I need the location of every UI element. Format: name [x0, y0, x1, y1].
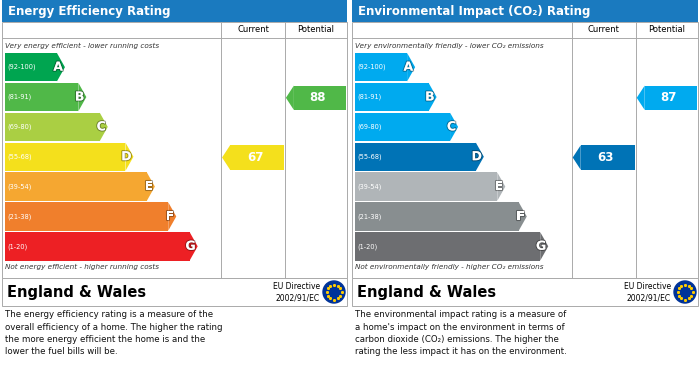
Text: D: D [472, 150, 482, 163]
Text: (81-91): (81-91) [357, 94, 382, 100]
Circle shape [323, 281, 345, 303]
Text: Not energy efficient - higher running costs: Not energy efficient - higher running co… [5, 264, 159, 270]
Text: (39-54): (39-54) [357, 183, 382, 190]
Text: (69-80): (69-80) [357, 124, 382, 130]
Bar [355, 172, 497, 201]
Bar [355, 202, 519, 231]
Text: (92-100): (92-100) [357, 64, 386, 70]
Text: G: G [186, 240, 196, 253]
Polygon shape [100, 113, 108, 141]
Text: (1-20): (1-20) [357, 243, 377, 249]
Bar [294, 86, 346, 110]
Text: 88: 88 [309, 91, 326, 104]
Bar [5, 83, 78, 111]
Text: (81-91): (81-91) [7, 94, 31, 100]
Text: E: E [144, 180, 153, 193]
Bar [5, 113, 100, 141]
Text: (69-80): (69-80) [7, 124, 31, 130]
Text: (39-54): (39-54) [7, 183, 31, 190]
Text: (21-38): (21-38) [7, 213, 31, 220]
Text: The energy efficiency rating is a measure of the
overall efficiency of a home. T: The energy efficiency rating is a measur… [5, 310, 223, 357]
Text: 63: 63 [598, 151, 614, 164]
Polygon shape [57, 53, 65, 81]
Text: A: A [403, 61, 413, 74]
Text: Potential: Potential [648, 25, 685, 34]
Text: Energy Efficiency Rating: Energy Efficiency Rating [8, 5, 171, 18]
Polygon shape [637, 86, 645, 110]
Polygon shape [519, 202, 527, 231]
Text: C: C [97, 120, 106, 133]
Polygon shape [573, 145, 581, 170]
Text: EU Directive
2002/91/EC: EU Directive 2002/91/EC [624, 282, 671, 302]
Bar [5, 172, 147, 201]
Bar [352, 22, 698, 278]
Polygon shape [450, 113, 458, 141]
Text: F: F [166, 210, 174, 223]
Text: EU Directive
2002/91/EC: EU Directive 2002/91/EC [273, 282, 320, 302]
Text: (55-68): (55-68) [7, 154, 31, 160]
Bar [352, 0, 698, 22]
Text: Environmental Impact (CO₂) Rating: Environmental Impact (CO₂) Rating [358, 5, 590, 18]
Text: (55-68): (55-68) [357, 154, 382, 160]
Polygon shape [168, 202, 176, 231]
Bar [2, 22, 347, 278]
Bar [230, 145, 284, 170]
Polygon shape [147, 172, 155, 201]
Text: F: F [517, 210, 525, 223]
Bar [2, 278, 347, 306]
Text: C: C [447, 120, 456, 133]
Text: Very environmentally friendly - lower CO₂ emissions: Very environmentally friendly - lower CO… [355, 43, 544, 49]
Bar [355, 113, 450, 141]
Polygon shape [476, 143, 484, 171]
Text: Current: Current [588, 25, 620, 34]
Text: B: B [425, 91, 435, 104]
Text: G: G [536, 240, 546, 253]
Text: Potential: Potential [298, 25, 335, 34]
Text: England & Wales: England & Wales [7, 285, 146, 300]
Text: England & Wales: England & Wales [357, 285, 496, 300]
Text: (92-100): (92-100) [7, 64, 36, 70]
Bar [581, 145, 635, 170]
Polygon shape [190, 232, 197, 260]
Text: E: E [495, 180, 503, 193]
Bar [355, 53, 407, 81]
Bar [355, 143, 476, 171]
Polygon shape [78, 83, 86, 111]
Polygon shape [222, 145, 230, 170]
Text: Very energy efficient - lower running costs: Very energy efficient - lower running co… [5, 43, 159, 49]
Polygon shape [407, 53, 415, 81]
Bar [5, 143, 125, 171]
Polygon shape [540, 232, 548, 260]
Text: The environmental impact rating is a measure of
a home's impact on the environme: The environmental impact rating is a mea… [355, 310, 567, 357]
Text: (21-38): (21-38) [357, 213, 382, 220]
Text: Not environmentally friendly - higher CO₂ emissions: Not environmentally friendly - higher CO… [355, 264, 543, 270]
Text: 67: 67 [247, 151, 263, 164]
Polygon shape [286, 86, 294, 110]
Text: D: D [121, 150, 132, 163]
Bar [352, 278, 698, 306]
Polygon shape [497, 172, 505, 201]
Text: 87: 87 [661, 91, 677, 104]
Polygon shape [125, 143, 134, 171]
Bar [355, 83, 428, 111]
Text: Current: Current [237, 25, 269, 34]
Bar [5, 232, 190, 260]
Text: (1-20): (1-20) [7, 243, 27, 249]
Text: B: B [75, 91, 84, 104]
Circle shape [674, 281, 696, 303]
Bar [355, 232, 540, 260]
Polygon shape [428, 83, 437, 111]
Text: A: A [53, 61, 63, 74]
Bar [645, 86, 697, 110]
Bar [2, 0, 347, 22]
Bar [5, 202, 168, 231]
Bar [5, 53, 57, 81]
